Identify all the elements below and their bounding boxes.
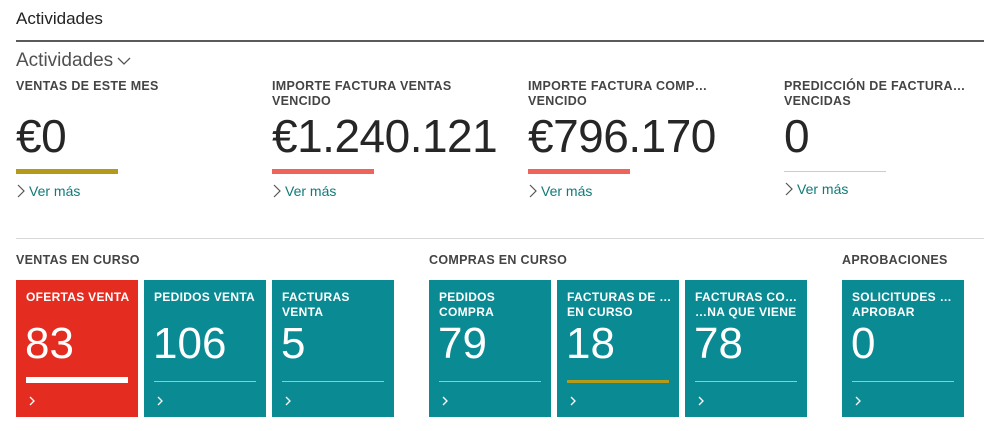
tile-label: FACTURAS VENTA xyxy=(282,290,350,319)
see-more-link[interactable]: Ver más xyxy=(528,183,758,199)
chevron-right-icon xyxy=(29,396,35,406)
chevron-right-icon xyxy=(529,184,537,198)
chevron-right-icon xyxy=(17,184,25,198)
kpi-value[interactable]: €0 xyxy=(16,110,67,162)
chevron-right-icon xyxy=(855,396,861,406)
tile-requests-to-approve[interactable]: SOLICITUDES … APROBAR 0 xyxy=(842,280,964,417)
tile-divider xyxy=(282,381,384,382)
tile-divider xyxy=(154,381,256,382)
tile-sales-invoices[interactable]: FACTURAS VENTA 5 xyxy=(272,280,394,417)
chevron-right-icon xyxy=(285,396,291,406)
tile-label: FACTURAS DE … EN CURSO xyxy=(567,290,672,319)
tile-sales-quotes[interactable]: OFERTAS VENTA 83 xyxy=(16,280,138,417)
section-header-activities[interactable]: Actividades xyxy=(16,50,132,72)
tile-value: 78 xyxy=(694,319,743,368)
kpi-label: IMPORTE FACTURA VENTAS VENCIDO xyxy=(272,79,452,108)
tile-label: PEDIDOS COMPRA xyxy=(439,290,496,319)
tile-divider xyxy=(852,381,954,382)
see-more-label: Ver más xyxy=(285,183,337,199)
section-title: Actividades xyxy=(16,50,114,71)
group-label-sales: VENTAS EN CURSO xyxy=(16,253,140,267)
see-more-label: Ver más xyxy=(541,183,593,199)
tile-value: 79 xyxy=(438,319,487,368)
kpi-label: IMPORTE FACTURA COMP… VENCIDO xyxy=(528,79,708,108)
tile-value: 106 xyxy=(153,319,227,368)
see-more-label: Ver más xyxy=(29,183,81,199)
kpi-indicator-bar xyxy=(784,171,886,172)
tile-label: PEDIDOS VENTA xyxy=(154,290,256,304)
chevron-right-icon xyxy=(785,182,793,196)
see-more-label: Ver más xyxy=(797,181,849,197)
kpi-indicator-bar xyxy=(528,169,630,174)
kpi-overdue-invoice-prediction: PREDICCIÓN DE FACTURA… VENCIDAS 0 Ver má… xyxy=(784,79,984,197)
section-divider xyxy=(16,238,984,239)
tile-divider xyxy=(439,381,541,382)
page-title: Actividades xyxy=(16,9,103,28)
kpi-indicator-bar xyxy=(272,169,374,174)
kpi-value[interactable]: €1.240.121 xyxy=(272,110,498,162)
tile-label: OFERTAS VENTA xyxy=(26,290,130,304)
kpi-value[interactable]: 0 xyxy=(784,110,810,162)
tile-divider xyxy=(695,381,797,382)
tile-purchase-invoices-next-week[interactable]: FACTURAS CO… …NA QUE VIENE 78 xyxy=(685,280,807,417)
kpi-value[interactable]: €796.170 xyxy=(528,110,716,162)
chevron-right-icon xyxy=(698,396,704,406)
chevron-right-icon xyxy=(273,184,281,198)
tile-purchase-orders[interactable]: PEDIDOS COMPRA 79 xyxy=(429,280,551,417)
see-more-link[interactable]: Ver más xyxy=(16,183,246,199)
kpi-label: VENTAS DE ESTE MES xyxy=(16,79,159,93)
tile-value: 83 xyxy=(25,319,74,368)
tile-ongoing-purchase-invoices[interactable]: FACTURAS DE … EN CURSO 18 xyxy=(557,280,679,417)
tile-indicator-bar xyxy=(26,377,128,383)
tile-sales-orders[interactable]: PEDIDOS VENTA 106 xyxy=(144,280,266,417)
chevron-right-icon xyxy=(442,396,448,406)
kpi-overdue-sales-invoices: IMPORTE FACTURA VENTAS VENCIDO €1.240.12… xyxy=(272,79,502,199)
group-label-approvals: APROBACIONES xyxy=(842,253,948,267)
tile-value: 0 xyxy=(851,319,876,368)
tile-indicator-bar xyxy=(567,380,669,383)
chevron-right-icon xyxy=(570,396,576,406)
kpi-indicator-bar xyxy=(16,169,118,174)
kpi-sales-this-month: VENTAS DE ESTE MES €0 Ver más xyxy=(16,79,246,199)
kpi-label: PREDICCIÓN DE FACTURA… VENCIDAS xyxy=(784,79,966,108)
tile-value: 18 xyxy=(566,319,615,368)
chevron-down-icon xyxy=(117,57,131,65)
chevron-right-icon xyxy=(157,396,163,406)
group-label-purchases: COMPRAS EN CURSO xyxy=(429,253,568,267)
tile-value: 5 xyxy=(281,319,306,368)
see-more-link[interactable]: Ver más xyxy=(272,183,502,199)
see-more-link[interactable]: Ver más xyxy=(784,181,984,197)
kpi-overdue-purchase-invoices: IMPORTE FACTURA COMP… VENCIDO €796.170 V… xyxy=(528,79,758,199)
tile-label: SOLICITUDES … APROBAR xyxy=(852,290,952,319)
title-divider xyxy=(16,40,984,42)
tile-label: FACTURAS CO… …NA QUE VIENE xyxy=(695,290,798,319)
